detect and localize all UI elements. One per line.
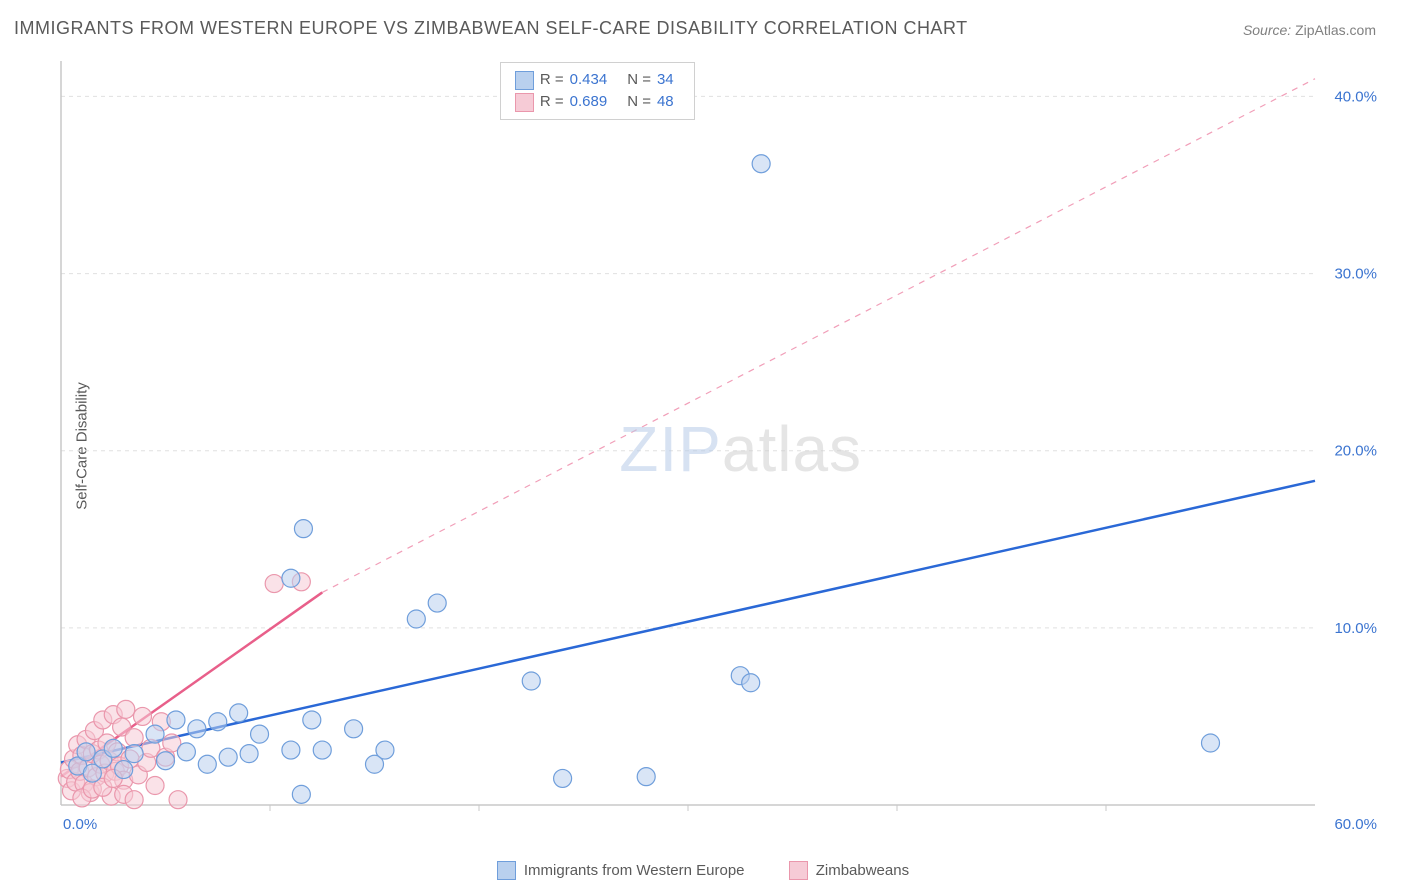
chart-title: IMMIGRANTS FROM WESTERN EUROPE VS ZIMBAB…: [14, 18, 968, 39]
legend-label-pink: Zimbabweans: [816, 862, 909, 879]
svg-text:60.0%: 60.0%: [1334, 816, 1377, 833]
r-value: 0.434: [570, 69, 608, 91]
legend-swatch: [515, 71, 534, 90]
svg-text:10.0%: 10.0%: [1334, 620, 1377, 637]
n-label: N =: [627, 91, 651, 113]
n-label: N =: [627, 69, 651, 91]
svg-text:0.0%: 0.0%: [63, 816, 97, 833]
legend-item-blue: Immigrants from Western Europe: [497, 861, 745, 880]
r-label: R =: [540, 91, 564, 113]
legend-item-pink: Zimbabweans: [789, 861, 909, 880]
legend-label-blue: Immigrants from Western Europe: [524, 862, 745, 879]
correlation-legend: R = 0.434 N = 34 R = 0.689 N = 48: [500, 62, 695, 120]
scatter-plot: 10.0% 20.0% 30.0% 40.0% 0.0% 60.0%: [55, 55, 1385, 845]
legend-swatch-pink: [789, 861, 808, 880]
svg-text:20.0%: 20.0%: [1334, 443, 1377, 460]
r-label: R =: [540, 69, 564, 91]
r-value: 0.689: [570, 91, 608, 113]
svg-text:40.0%: 40.0%: [1334, 88, 1377, 105]
source-value: ZipAtlas.com: [1295, 22, 1376, 38]
legend-swatch: [515, 93, 534, 112]
legend-swatch-blue: [497, 861, 516, 880]
source-label: Source:: [1243, 22, 1291, 38]
series-legend: Immigrants from Western Europe Zimbabwea…: [0, 861, 1406, 884]
source-attribution: Source: ZipAtlas.com: [1243, 22, 1376, 38]
svg-text:30.0%: 30.0%: [1334, 266, 1377, 283]
n-value: 48: [657, 91, 674, 113]
n-value: 34: [657, 69, 674, 91]
